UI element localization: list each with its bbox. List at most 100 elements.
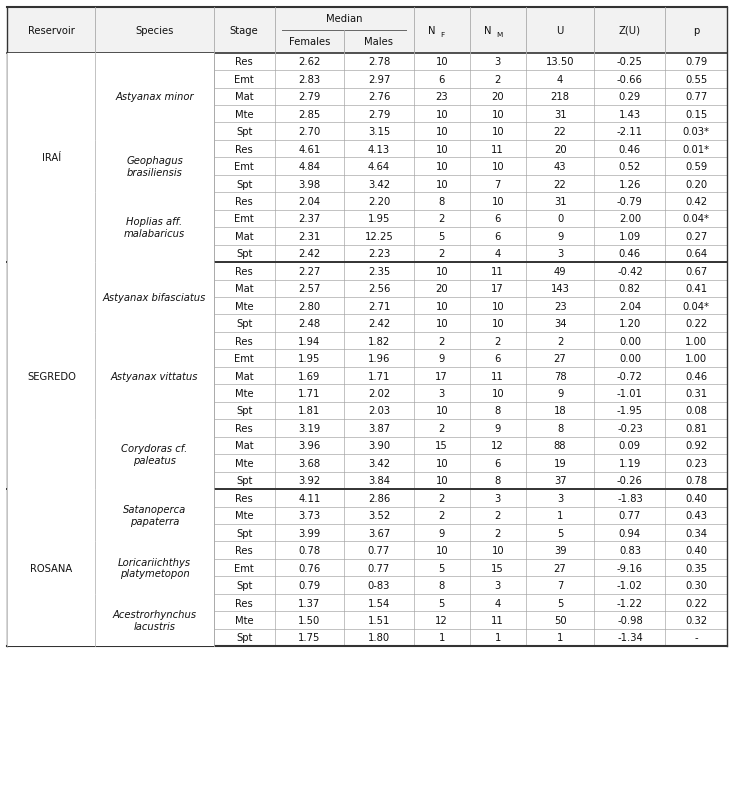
Text: 88: 88 (554, 441, 567, 451)
Text: U: U (556, 26, 564, 36)
Text: 3.87: 3.87 (368, 423, 390, 433)
Text: 4: 4 (557, 75, 563, 84)
Text: 4.13: 4.13 (368, 144, 390, 154)
Text: 2.27: 2.27 (298, 267, 321, 277)
Text: 3.42: 3.42 (368, 458, 390, 468)
Text: 0.77: 0.77 (368, 563, 390, 573)
Text: 0.82: 0.82 (619, 284, 641, 294)
Text: Loricariichthys
platymetopon: Loricariichthys platymetopon (118, 557, 191, 579)
Text: 1.96: 1.96 (368, 354, 390, 363)
Text: Z(U): Z(U) (619, 26, 641, 36)
Text: 0.34: 0.34 (685, 528, 707, 538)
Text: 0.78: 0.78 (299, 546, 321, 556)
Text: -0.26: -0.26 (617, 476, 643, 486)
Text: 3.84: 3.84 (368, 476, 390, 486)
Text: 10: 10 (491, 319, 504, 328)
Text: 0.15: 0.15 (685, 109, 707, 119)
Text: 18: 18 (553, 406, 567, 416)
Text: 0.31: 0.31 (685, 388, 707, 398)
Text: -0.66: -0.66 (617, 75, 643, 84)
Text: 0.40: 0.40 (685, 546, 707, 556)
Text: Res: Res (236, 598, 253, 607)
Text: Mat: Mat (235, 232, 253, 242)
Text: 0.67: 0.67 (685, 267, 707, 277)
Text: 1.71: 1.71 (298, 388, 321, 398)
Text: 2.48: 2.48 (299, 319, 321, 328)
Text: 6: 6 (495, 354, 501, 363)
Text: 2.23: 2.23 (368, 249, 390, 259)
Text: 0.94: 0.94 (619, 528, 641, 538)
Text: 2.83: 2.83 (299, 75, 321, 84)
Text: 17: 17 (491, 284, 504, 294)
Text: 49: 49 (553, 267, 567, 277)
Text: 78: 78 (553, 371, 567, 381)
Text: 2.71: 2.71 (368, 302, 390, 311)
Text: 143: 143 (550, 284, 570, 294)
Text: Astyanax bifasciatus: Astyanax bifasciatus (103, 293, 206, 303)
Text: 20: 20 (553, 144, 567, 154)
Text: SEGREDO: SEGREDO (27, 371, 76, 381)
Text: 0.01*: 0.01* (683, 144, 710, 154)
Text: 0.08: 0.08 (685, 406, 707, 416)
Text: Spt: Spt (236, 319, 252, 328)
Text: 9: 9 (438, 528, 445, 538)
Bar (95, 54, 214, 140)
Text: 2: 2 (495, 75, 501, 84)
Text: Res: Res (236, 493, 253, 503)
Text: 9: 9 (557, 232, 563, 242)
Text: 2.85: 2.85 (298, 109, 321, 119)
Text: 0.92: 0.92 (685, 441, 707, 451)
Bar (95, 542, 214, 594)
Text: 0.00: 0.00 (619, 354, 641, 363)
Text: 8: 8 (439, 197, 445, 207)
Text: 10: 10 (435, 319, 448, 328)
Text: 0.27: 0.27 (685, 232, 707, 242)
Text: 3: 3 (557, 493, 563, 503)
Text: 0.64: 0.64 (685, 249, 707, 259)
Text: 2: 2 (495, 528, 501, 538)
Text: 1: 1 (495, 633, 501, 642)
Text: 0.46: 0.46 (619, 144, 641, 154)
Text: 20: 20 (491, 92, 504, 102)
Text: 2.04: 2.04 (619, 302, 641, 311)
Text: 0.40: 0.40 (685, 493, 707, 503)
Text: 2.79: 2.79 (298, 92, 321, 102)
Text: Males: Males (365, 37, 393, 47)
Text: 1.82: 1.82 (368, 337, 390, 346)
Text: 0.79: 0.79 (685, 58, 707, 67)
Text: Species: Species (135, 26, 174, 36)
Text: Spt: Spt (236, 179, 252, 189)
Text: 1.69: 1.69 (298, 371, 321, 381)
Text: 2.76: 2.76 (368, 92, 390, 102)
Text: Females: Females (288, 37, 330, 47)
Text: 1.51: 1.51 (368, 616, 390, 625)
Text: Spt: Spt (236, 528, 252, 538)
Text: 3: 3 (495, 493, 501, 503)
Text: 2: 2 (438, 493, 445, 503)
Text: 10: 10 (435, 406, 448, 416)
Text: 2: 2 (495, 511, 501, 521)
Text: 10: 10 (491, 127, 504, 137)
Bar (95, 140, 214, 193)
Text: 3.52: 3.52 (368, 511, 390, 521)
Text: 4: 4 (495, 249, 501, 259)
Text: 2.57: 2.57 (298, 284, 321, 294)
Text: 0.46: 0.46 (619, 249, 641, 259)
Text: 0.35: 0.35 (685, 563, 707, 573)
Text: -9.16: -9.16 (617, 563, 643, 573)
Text: 1.19: 1.19 (619, 458, 641, 468)
Text: 3.67: 3.67 (368, 528, 390, 538)
Text: F: F (440, 32, 444, 38)
Text: 10: 10 (435, 476, 448, 486)
Text: 3.98: 3.98 (299, 179, 321, 189)
Text: 23: 23 (435, 92, 448, 102)
Text: 10: 10 (435, 162, 448, 172)
Text: 2.37: 2.37 (298, 214, 321, 224)
Text: 0.52: 0.52 (619, 162, 641, 172)
Text: 6: 6 (495, 232, 501, 242)
Text: 34: 34 (554, 319, 567, 328)
Text: 1.94: 1.94 (298, 337, 321, 346)
Text: 2: 2 (438, 423, 445, 433)
Text: 3.42: 3.42 (368, 179, 390, 189)
Text: 3.15: 3.15 (368, 127, 390, 137)
